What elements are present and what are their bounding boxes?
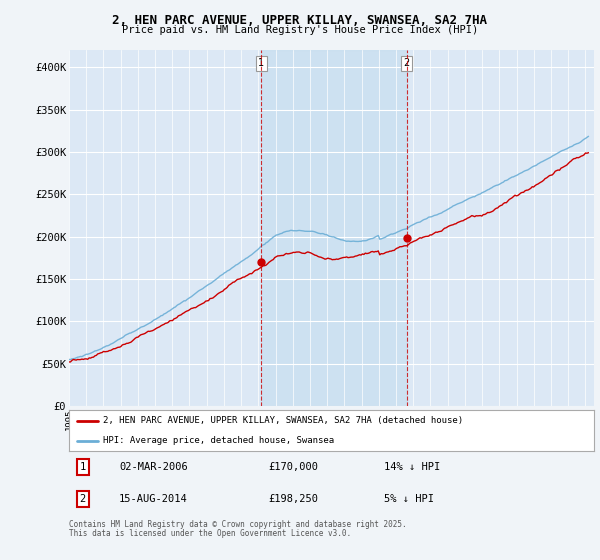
- Text: Price paid vs. HM Land Registry's House Price Index (HPI): Price paid vs. HM Land Registry's House …: [122, 25, 478, 35]
- Text: 2, HEN PARC AVENUE, UPPER KILLAY, SWANSEA, SA2 7HA (detached house): 2, HEN PARC AVENUE, UPPER KILLAY, SWANSE…: [103, 417, 463, 426]
- Text: 1: 1: [258, 58, 265, 68]
- Text: 2: 2: [404, 58, 410, 68]
- Text: £198,250: £198,250: [269, 494, 319, 504]
- Text: 2, HEN PARC AVENUE, UPPER KILLAY, SWANSEA, SA2 7HA: 2, HEN PARC AVENUE, UPPER KILLAY, SWANSE…: [113, 14, 487, 27]
- Text: 14% ↓ HPI: 14% ↓ HPI: [384, 462, 440, 472]
- Text: 15-AUG-2014: 15-AUG-2014: [119, 494, 188, 504]
- Bar: [261, 50, 407, 406]
- Text: 5% ↓ HPI: 5% ↓ HPI: [384, 494, 434, 504]
- Text: 1: 1: [79, 462, 86, 472]
- Text: This data is licensed under the Open Government Licence v3.0.: This data is licensed under the Open Gov…: [69, 529, 351, 538]
- Text: HPI: Average price, detached house, Swansea: HPI: Average price, detached house, Swan…: [103, 436, 334, 445]
- Text: £170,000: £170,000: [269, 462, 319, 472]
- Text: Contains HM Land Registry data © Crown copyright and database right 2025.: Contains HM Land Registry data © Crown c…: [69, 520, 407, 529]
- Text: 2: 2: [79, 494, 86, 504]
- Text: 02-MAR-2006: 02-MAR-2006: [119, 462, 188, 472]
